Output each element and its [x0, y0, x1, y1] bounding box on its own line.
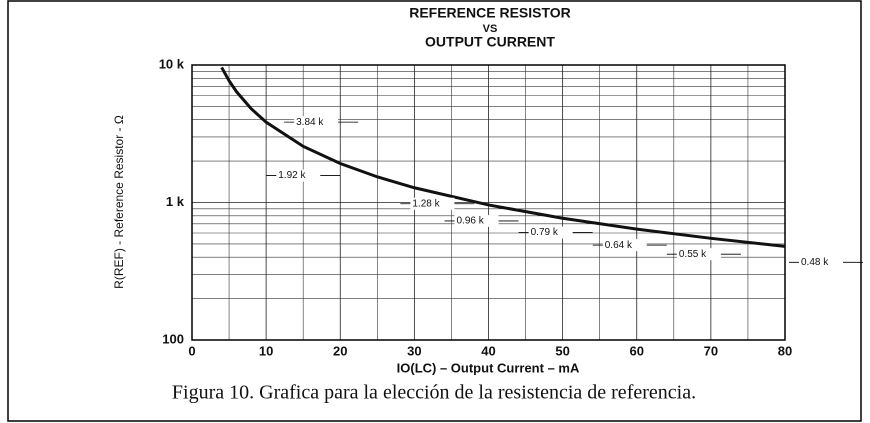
annotation: 0.96 k — [457, 216, 485, 227]
y-tick-label: 10 k — [159, 56, 185, 71]
annotation-bg — [410, 197, 455, 210]
x-tick-label: 20 — [333, 343, 347, 358]
x-tick-label: 40 — [481, 343, 495, 358]
plot-border — [191, 64, 786, 341]
annotation: 0.48 k — [801, 257, 829, 268]
x-tick-label: 50 — [555, 343, 569, 358]
y-axis-label: R(REF) - Reference Resistor - Ω — [112, 115, 126, 289]
annotation: 3.84 k — [296, 117, 324, 128]
annotation-bg — [676, 248, 721, 261]
annotation-bg — [294, 116, 339, 129]
line — [220, 66, 786, 248]
annotation-bg — [528, 226, 573, 239]
annotation: 0.64 k — [605, 240, 633, 251]
x-tick-label: 70 — [704, 343, 718, 358]
x-axis-label: IO(LC) – Output Current – mA — [397, 360, 580, 375]
annotation-bg — [799, 256, 843, 269]
annotation: 1.92 k — [278, 170, 306, 181]
x-tick-label: 0 — [188, 343, 195, 358]
annotation: 0.55 k — [679, 249, 707, 260]
x-tick-label: 60 — [630, 343, 644, 358]
annotation-bg — [454, 214, 499, 227]
annotation: 0.79 k — [531, 227, 559, 238]
chart-title: OUTPUT CURRENT — [425, 34, 555, 50]
x-tick-label: 30 — [407, 343, 421, 358]
chart-title: REFERENCE RESISTOR — [409, 5, 571, 21]
x-tick-label: 10 — [259, 343, 273, 358]
annotation: 1.28 k — [412, 198, 440, 209]
chart-title: VS — [483, 23, 498, 35]
x-tick-label: 80 — [778, 343, 792, 358]
frame — [7, 0, 862, 422]
y-tick-label: 100 — [162, 331, 184, 346]
annotation-bg — [602, 239, 647, 252]
caption: Figura 10. Grafica para la elección de l… — [172, 382, 696, 404]
y-tick-label: 1 k — [166, 194, 185, 209]
annotation-bg — [276, 169, 321, 182]
